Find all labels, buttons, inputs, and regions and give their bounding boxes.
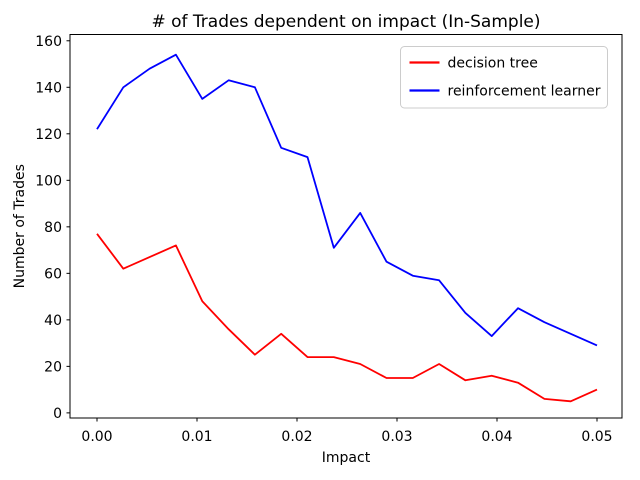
y-tick-label: 60 bbox=[44, 266, 62, 282]
legend-label: decision tree bbox=[448, 56, 538, 72]
y-axis-label: Number of Trades bbox=[12, 164, 28, 288]
x-tick-label: 0.03 bbox=[381, 429, 412, 445]
legend-box bbox=[400, 46, 608, 109]
y-tick-label: 100 bbox=[35, 173, 62, 189]
x-tick-label: 0.02 bbox=[281, 429, 312, 445]
series-line-decision-tree bbox=[96, 233, 598, 403]
x-tick-label: 0.05 bbox=[581, 429, 612, 445]
y-tick-label: 80 bbox=[44, 220, 62, 236]
y-tick-label: 40 bbox=[44, 313, 62, 329]
chart-title: # of Trades dependent on impact (In-Samp… bbox=[151, 12, 540, 32]
x-tick-label: 0.04 bbox=[481, 429, 512, 445]
y-tick-label: 20 bbox=[44, 359, 62, 375]
y-tick-label: 160 bbox=[35, 34, 62, 50]
x-axis-label: Impact bbox=[322, 450, 371, 466]
x-tick-label: 0.00 bbox=[81, 429, 112, 445]
y-tick-label: 120 bbox=[35, 127, 62, 143]
series-line-reinforcement-learner bbox=[96, 53, 598, 347]
legend-label: reinforcement learner bbox=[448, 84, 601, 100]
y-tick-label: 140 bbox=[35, 80, 62, 96]
y-tick-label: 0 bbox=[53, 406, 62, 422]
x-tick-label: 0.01 bbox=[181, 429, 212, 445]
